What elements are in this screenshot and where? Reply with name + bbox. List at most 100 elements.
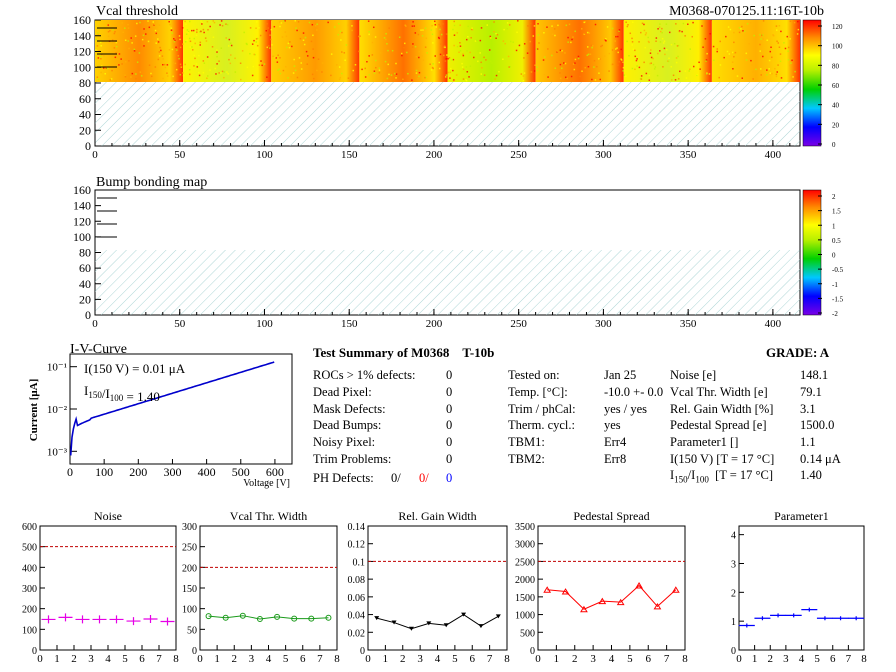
noise-pixel bbox=[288, 46, 291, 49]
noise-pixel bbox=[312, 56, 315, 59]
noise-pixel bbox=[130, 76, 132, 78]
noise-pixel bbox=[171, 48, 174, 51]
noise-pixel bbox=[742, 30, 744, 32]
noise-pixel bbox=[665, 23, 668, 25]
noise-pixel bbox=[255, 27, 257, 29]
bump-map-x-tick-label: 100 bbox=[256, 318, 273, 330]
vcal-map-x-tick-label: 50 bbox=[174, 149, 186, 161]
noise-pixel bbox=[287, 42, 290, 45]
noise-pixel bbox=[188, 68, 191, 71]
noise-pixel bbox=[447, 71, 450, 74]
noise-pixel bbox=[107, 30, 110, 33]
bump-map-y-tick-label: 120 bbox=[73, 214, 91, 228]
noise-pixel bbox=[459, 24, 461, 26]
noise-pixel bbox=[652, 63, 655, 66]
vcal-scale-label: 60 bbox=[832, 82, 840, 90]
summary-x-tick-label: 4 bbox=[435, 653, 441, 665]
noise-pixel bbox=[483, 74, 486, 76]
noise-pixel bbox=[574, 30, 576, 33]
noise-pixel bbox=[677, 44, 680, 47]
noise-pixel bbox=[97, 33, 99, 36]
noise-pixel bbox=[659, 41, 662, 43]
noise-pixel bbox=[779, 60, 782, 63]
noise-pixel bbox=[130, 37, 132, 39]
noise-pixel bbox=[709, 33, 711, 35]
noise-pixel bbox=[667, 60, 669, 62]
noise-pixel bbox=[107, 35, 110, 38]
bump-map-y-tick-label: 80 bbox=[79, 246, 91, 260]
noise-pixel bbox=[298, 57, 301, 59]
noise-pixel bbox=[199, 31, 201, 33]
summary-x-tick-label: 2 bbox=[232, 653, 238, 665]
noise-pixel bbox=[638, 66, 641, 69]
noise-pixel bbox=[663, 47, 666, 50]
noise-pixel bbox=[445, 33, 448, 35]
summary-x-tick-label: 7 bbox=[156, 653, 162, 665]
noise-pixel bbox=[115, 45, 118, 48]
noise-pixel bbox=[171, 32, 173, 34]
noise-pixel bbox=[256, 37, 259, 40]
noise-pixel bbox=[294, 69, 297, 72]
noise-pixel bbox=[442, 23, 444, 25]
vcal-map-roc-7 bbox=[711, 20, 800, 82]
noise-pixel bbox=[258, 27, 260, 29]
noise-pixel bbox=[594, 79, 597, 81]
noise-pixel bbox=[620, 58, 622, 60]
noise-pixel bbox=[587, 65, 590, 68]
noise-pixel bbox=[439, 53, 442, 56]
noise-pixel bbox=[259, 34, 262, 37]
summary-y-tick-label: 2500 bbox=[515, 557, 535, 568]
noise-pixel bbox=[368, 33, 370, 36]
noise-pixel bbox=[205, 40, 208, 42]
bump-scale-label: 1 bbox=[832, 222, 836, 230]
noise-pixel bbox=[684, 70, 687, 72]
noise-pixel bbox=[789, 20, 792, 23]
noise-pixel bbox=[766, 69, 768, 71]
noise-pixel bbox=[209, 25, 211, 28]
noise-pixel bbox=[777, 64, 779, 66]
noise-pixel bbox=[600, 45, 602, 48]
summary-subtitle: T-10b bbox=[462, 345, 495, 360]
noise-pixel bbox=[105, 67, 108, 69]
noise-pixel bbox=[533, 70, 536, 72]
current-ratio-value: 1.40 bbox=[800, 468, 822, 482]
noise-pixel bbox=[584, 45, 586, 47]
noise-pixel bbox=[163, 63, 166, 66]
noise-pixel bbox=[278, 68, 280, 71]
noise-pixel bbox=[631, 41, 634, 43]
noise-pixel bbox=[784, 47, 787, 50]
noise-pixel bbox=[741, 25, 743, 28]
noise-pixel bbox=[127, 40, 129, 42]
noise-pixel bbox=[561, 67, 563, 70]
noise-pixel bbox=[260, 60, 262, 62]
summary-y-tick-label: 0.14 bbox=[348, 522, 366, 533]
noise-pixel bbox=[420, 29, 422, 31]
noise-pixel bbox=[344, 59, 346, 61]
noise-pixel bbox=[617, 51, 619, 54]
noise-pixel bbox=[193, 65, 195, 67]
noise-pixel bbox=[678, 30, 681, 33]
noise-pixel bbox=[466, 50, 468, 52]
ratio-mid: /I bbox=[687, 468, 696, 482]
noise-pixel bbox=[559, 72, 561, 74]
noise-pixel bbox=[203, 31, 205, 34]
summary-y-tick-label: 500 bbox=[520, 628, 535, 639]
summary-x-tick-label: 8 bbox=[334, 653, 340, 665]
noise-pixel bbox=[762, 55, 764, 58]
noise-pixel bbox=[449, 71, 452, 74]
noise-pixel bbox=[746, 23, 749, 25]
vcal-map-y-tick-label: 40 bbox=[79, 108, 91, 122]
summary-mid-label: Temp. [°C]: bbox=[508, 384, 568, 399]
noise-pixel bbox=[462, 53, 464, 55]
noise-pixel bbox=[412, 43, 414, 45]
ph-defects-value-1: 0/ bbox=[391, 471, 401, 485]
noise-pixel bbox=[557, 24, 559, 27]
noise-pixel bbox=[358, 35, 360, 38]
noise-pixel bbox=[336, 64, 338, 66]
summary-mid-value: Err4 bbox=[604, 435, 627, 450]
noise-pixel bbox=[653, 68, 656, 70]
noise-pixel bbox=[506, 27, 509, 30]
noise-pixel bbox=[547, 48, 549, 50]
noise-pixel bbox=[109, 30, 111, 32]
noise-pixel bbox=[308, 21, 311, 24]
